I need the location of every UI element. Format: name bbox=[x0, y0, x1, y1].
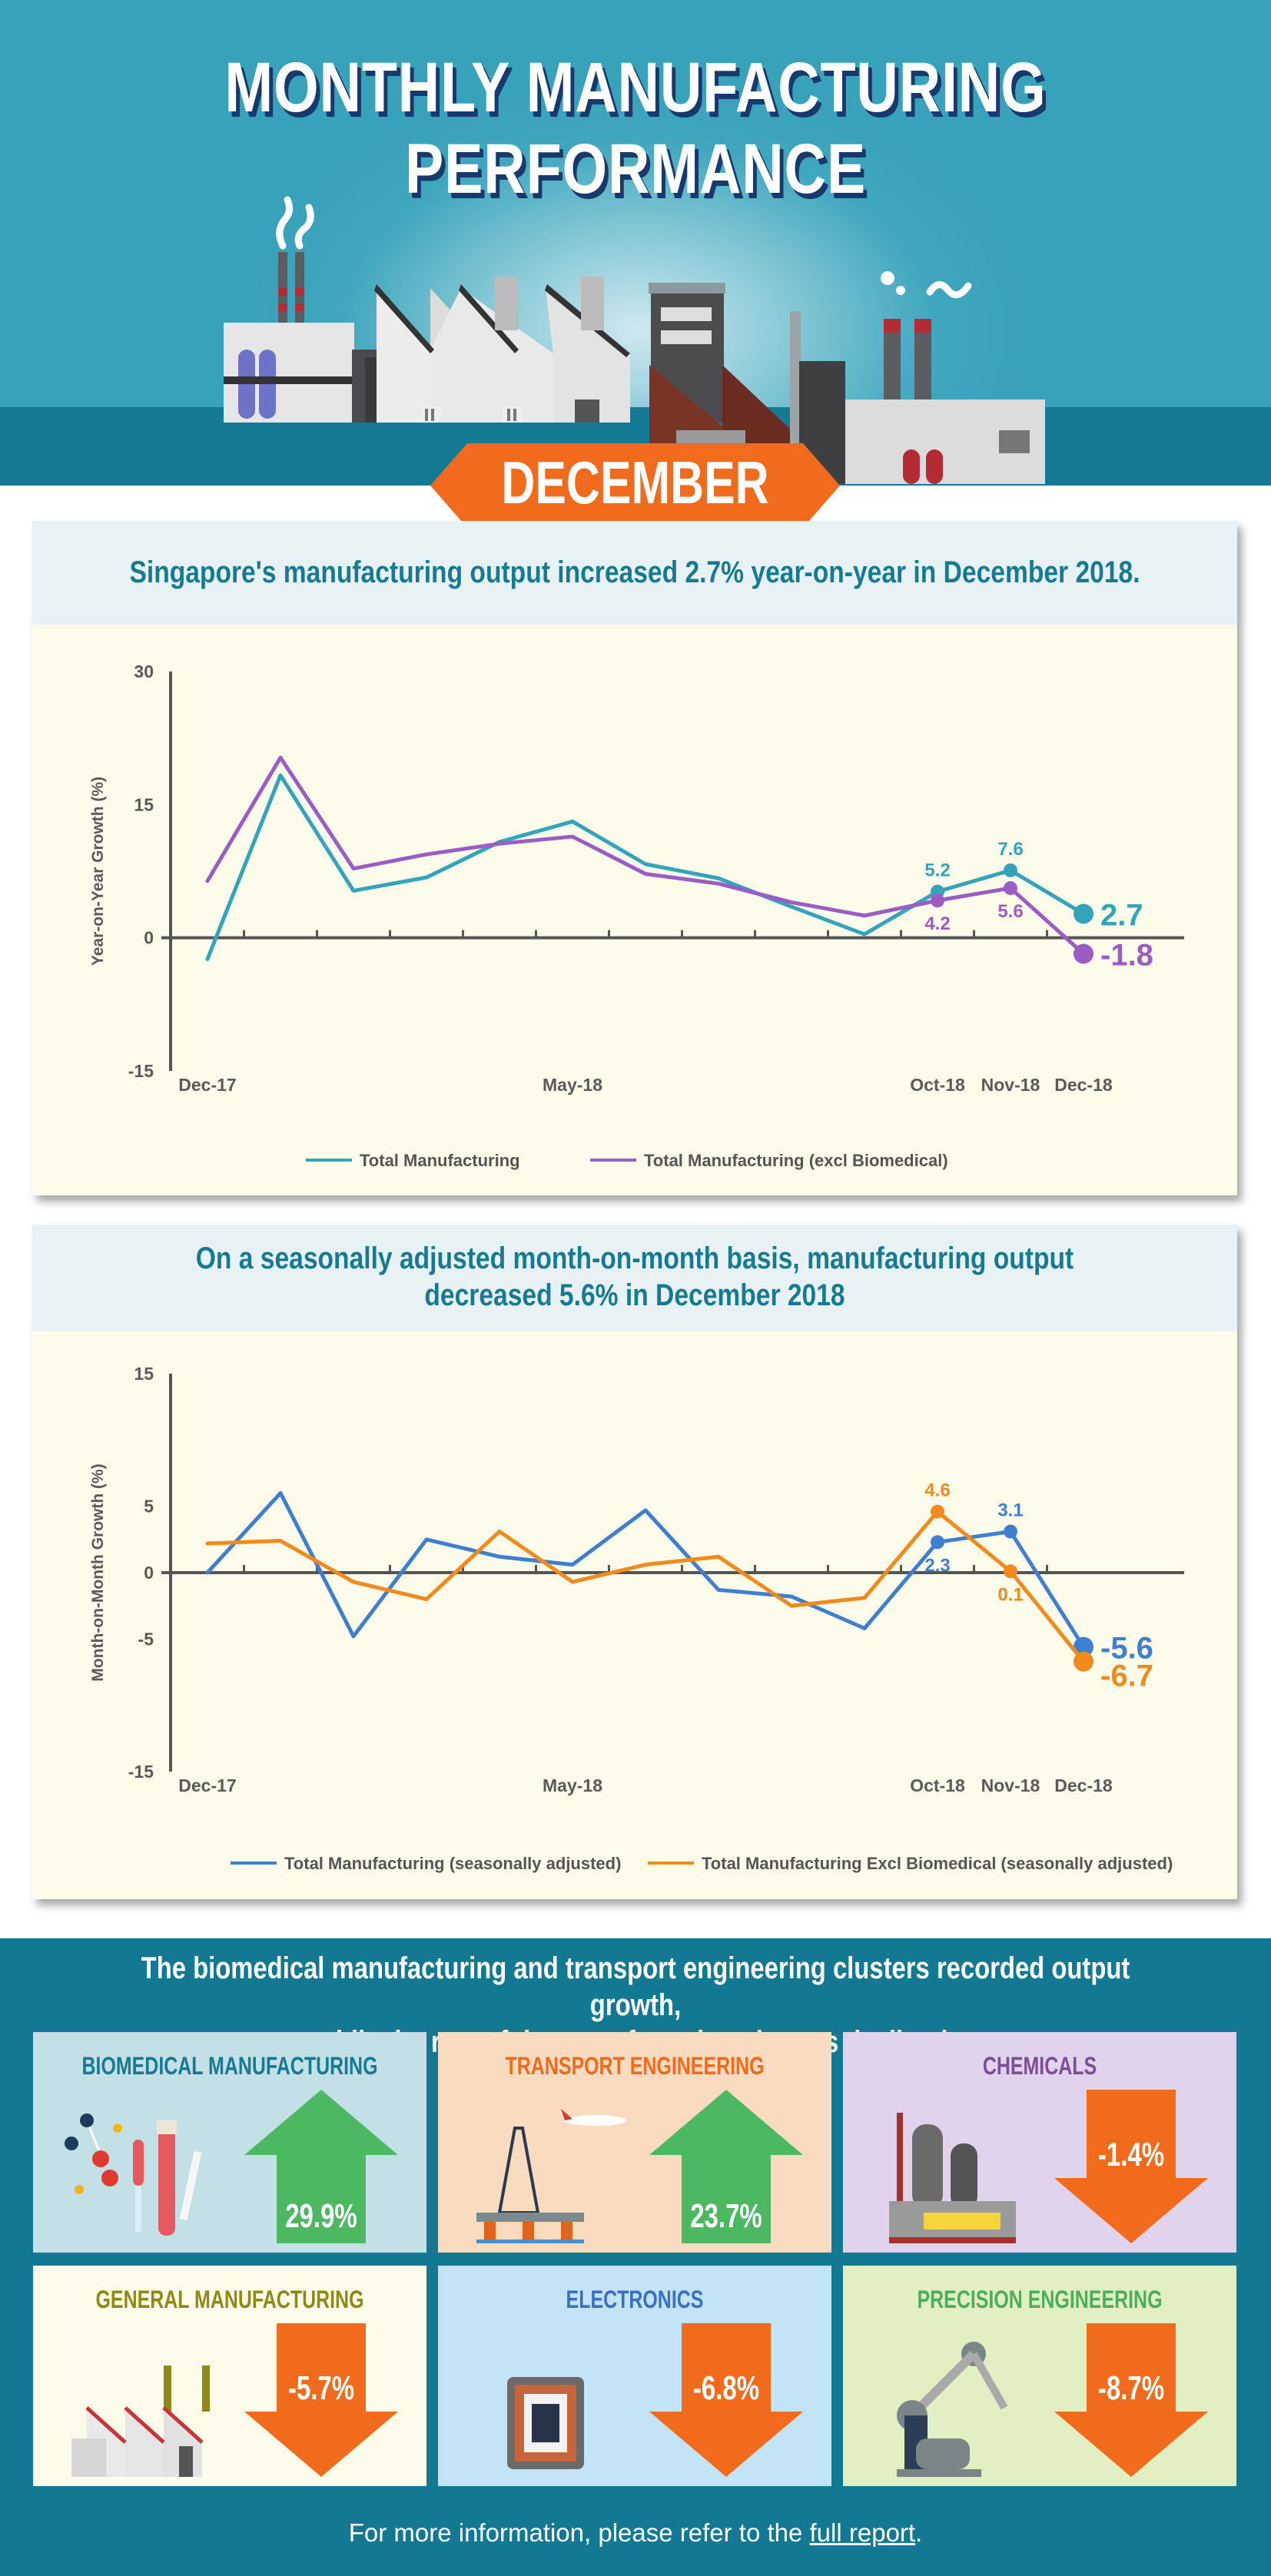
yoy-data-label: 7.6 bbox=[997, 839, 1023, 860]
yoy-x-tick-label: Oct-18 bbox=[910, 1075, 965, 1095]
mom-data-label: -6.7 bbox=[1100, 1659, 1153, 1693]
cluster-name: GENERAL MANUFACTURING bbox=[95, 2286, 364, 2313]
mom-chart-title-line2: decreased 5.6% in December 2018 bbox=[424, 1278, 845, 1312]
yoy-legend-label: Total Manufacturing bbox=[360, 1151, 520, 1170]
microchip-icon bbox=[507, 2377, 584, 2469]
up-arrow-icon bbox=[244, 2090, 398, 2243]
mom-y-tick-label: -5 bbox=[138, 1629, 154, 1649]
yoy-x-tick-label: Dec-18 bbox=[1054, 1075, 1113, 1095]
cluster-name: CHEMICALS bbox=[982, 2052, 1097, 2080]
mom-data-point bbox=[1004, 1524, 1017, 1539]
mom-chart-card: On a seasonally adjusted month-on-month … bbox=[32, 1225, 1237, 1899]
mom-data-point bbox=[1004, 1564, 1017, 1579]
cluster-name: PRECISION ENGINEERING bbox=[917, 2286, 1163, 2313]
cluster-tile: GENERAL MANUFACTURING -5.7% bbox=[33, 2266, 426, 2486]
mom-x-tick-label: Oct-18 bbox=[910, 1775, 965, 1795]
mom-x-tick-label: Dec-17 bbox=[178, 1775, 236, 1795]
mom-data-label: 4.6 bbox=[924, 1480, 950, 1501]
yoy-data-label: 5.6 bbox=[997, 901, 1023, 922]
yoy-chart-title: Singapore's manufacturing output increas… bbox=[129, 555, 1140, 589]
page-title-line1: MONTHLY MANUFACTURING bbox=[224, 48, 1047, 127]
mom-chart-header: On a seasonally adjusted month-on-month … bbox=[32, 1225, 1237, 1331]
mom-y-tick-label: 0 bbox=[144, 1563, 154, 1583]
cluster-tile: PRECISION ENGINEERING -8.7% bbox=[843, 2266, 1236, 2486]
cluster-tile: BIOMEDICAL MANUFACTURING 29.9% bbox=[33, 2032, 426, 2253]
footer-period: . bbox=[915, 2518, 923, 2547]
oil-rig-airplane-icon bbox=[476, 2109, 626, 2243]
cluster-growth-value: 29.9% bbox=[285, 2197, 357, 2235]
yoy-data-point bbox=[1004, 880, 1017, 895]
mom-x-tick-label: May-18 bbox=[543, 1775, 602, 1795]
mom-legend-label: Total Manufacturing (seasonally adjusted… bbox=[284, 1854, 621, 1873]
mom-y-tick-label: 15 bbox=[134, 1364, 154, 1384]
up-arrow-icon bbox=[649, 2090, 803, 2243]
cluster-name: ELECTRONICS bbox=[566, 2286, 704, 2313]
yoy-x-tick-label: May-18 bbox=[543, 1075, 602, 1095]
yoy-data-label: 2.7 bbox=[1100, 898, 1143, 932]
mom-data-point bbox=[931, 1535, 944, 1550]
mom-data-label: 3.1 bbox=[997, 1500, 1023, 1520]
yoy-y-tick-label: 15 bbox=[134, 794, 154, 814]
mom-line-chart: 15 5 0 -5 -15 Month-on-Month Growth (%) Dec-17… bbox=[89, 1364, 1184, 1873]
mom-x-tick-label: Nov-18 bbox=[981, 1775, 1040, 1795]
page-title-line2: PERFORMANCE bbox=[405, 130, 866, 208]
chemical-plant-icon bbox=[889, 2113, 1016, 2243]
yoy-data-point bbox=[931, 893, 944, 908]
robotic-arm-icon bbox=[897, 2342, 1008, 2477]
mom-series-line-1 bbox=[205, 1490, 1086, 1649]
cluster-tile: ELECTRONICS -6.8% bbox=[438, 2266, 831, 2486]
month-banner bbox=[430, 443, 840, 528]
yoy-data-point bbox=[1004, 863, 1017, 877]
yoy-y-tick-label: 30 bbox=[134, 661, 154, 681]
mom-series-line-2 bbox=[205, 1510, 1086, 1664]
cluster-growth-value: -5.7% bbox=[287, 2369, 355, 2407]
cluster-growth-value: 23.7% bbox=[690, 2197, 762, 2235]
down-arrow-icon bbox=[649, 2323, 803, 2477]
footer-text: For more information, please refer to th… bbox=[348, 2518, 810, 2547]
mom-y-tick-label: 5 bbox=[144, 1497, 154, 1517]
cluster-growth-value: -6.8% bbox=[692, 2369, 760, 2407]
cluster-tile: CHEMICALS -1.4% bbox=[843, 2032, 1236, 2253]
cluster-growth-value: -1.4% bbox=[1097, 2136, 1165, 2173]
yoy-x-tick-label: Dec-17 bbox=[178, 1075, 236, 1095]
factory-icon bbox=[71, 2365, 210, 2477]
cluster-name: BIOMEDICAL MANUFACTURING bbox=[81, 2052, 378, 2080]
mom-chart-title-line1: On a seasonally adjusted month-on-month … bbox=[195, 1242, 1074, 1275]
yoy-data-label: 4.2 bbox=[924, 913, 950, 934]
yoy-legend-label: Total Manufacturing (excl Biomedical) bbox=[644, 1151, 948, 1170]
biomedical-lab-icon bbox=[65, 2114, 202, 2236]
yoy-data-label: 5.2 bbox=[924, 860, 950, 881]
full-report-link[interactable]: full report bbox=[809, 2518, 916, 2547]
cluster-tile: TRANSPORT ENGINEERING 23.7% bbox=[438, 2032, 831, 2253]
mom-data-point bbox=[931, 1504, 944, 1519]
yoy-x-tick-label: Nov-18 bbox=[981, 1075, 1040, 1095]
mom-chart-title: On a seasonally adjusted month-on-month … bbox=[128, 1240, 1140, 1314]
yoy-line-chart: 30 15 0 -15 Year-on-Year Growth (%) Dec-17 May… bbox=[89, 661, 1184, 1170]
down-arrow-icon bbox=[1054, 2090, 1208, 2243]
mom-data-label: -5.6 bbox=[1100, 1632, 1153, 1666]
yoy-y-tick-label: -15 bbox=[128, 1061, 154, 1081]
mom-y-tick-label: -15 bbox=[128, 1762, 154, 1782]
mom-x-tick-label: Dec-18 bbox=[1054, 1775, 1113, 1795]
yoy-data-point bbox=[1074, 943, 1093, 964]
down-arrow-icon bbox=[1054, 2323, 1208, 2477]
clusters-title-line1: The biomedical manufacturing and transpo… bbox=[141, 1951, 1130, 2022]
mom-data-label: 2.3 bbox=[924, 1555, 950, 1576]
cluster-growth-value: -8.7% bbox=[1097, 2369, 1165, 2407]
yoy-data-point bbox=[1074, 903, 1093, 924]
down-arrow-icon bbox=[244, 2323, 398, 2477]
mom-data-label: 0.1 bbox=[997, 1584, 1023, 1605]
mom-data-point bbox=[1074, 1636, 1093, 1657]
yoy-chart-header: Singapore's manufacturing output increas… bbox=[32, 521, 1237, 625]
mom-legend-label: Total Manufacturing Excl Biomedical (sea… bbox=[702, 1854, 1173, 1873]
hero-header bbox=[0, 0, 1271, 486]
mom-y-axis-label: Month-on-Month Growth (%) bbox=[89, 1464, 107, 1681]
footer-note: For more information, please refer to th… bbox=[0, 2518, 1271, 2548]
cluster-name: TRANSPORT ENGINEERING bbox=[505, 2052, 765, 2080]
yoy-y-tick-label: 0 bbox=[144, 928, 154, 948]
mom-data-point bbox=[1074, 1651, 1093, 1672]
yoy-y-axis-label: Year-on-Year Growth (%) bbox=[89, 777, 107, 966]
yoy-data-label: -1.8 bbox=[1100, 938, 1153, 972]
